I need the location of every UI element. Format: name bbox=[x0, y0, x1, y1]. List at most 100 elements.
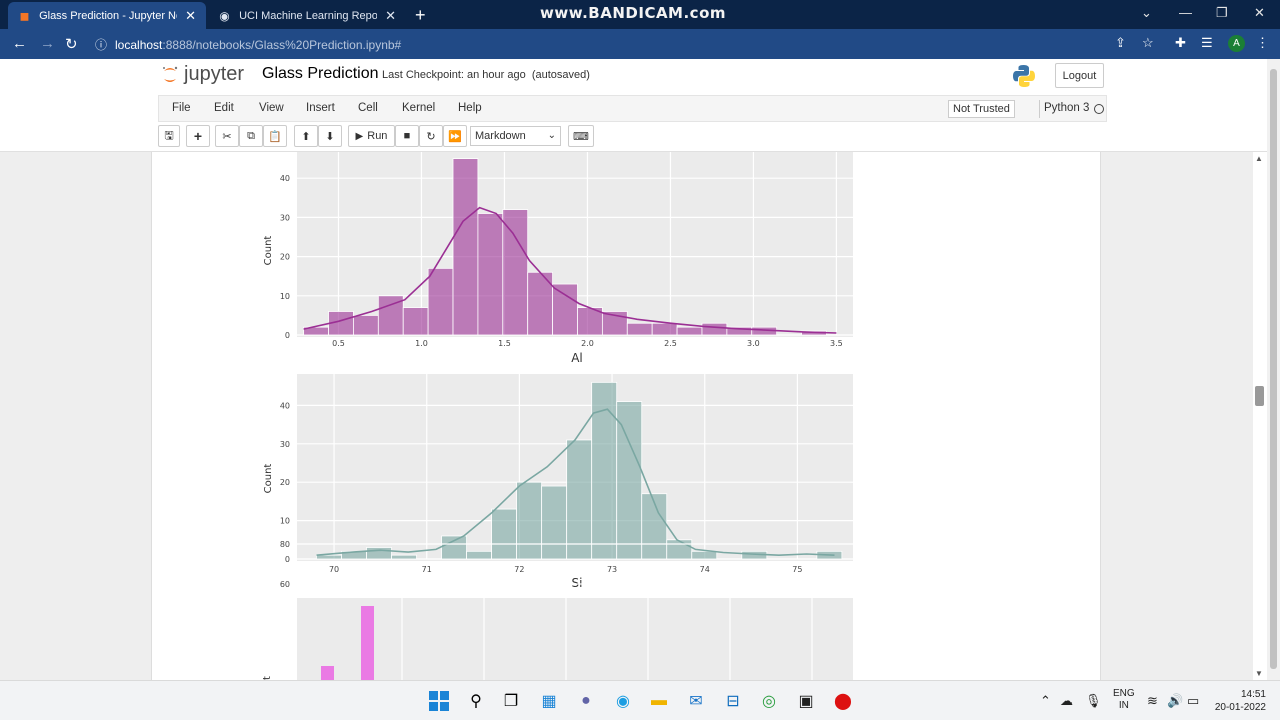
terminal-icon[interactable]: ▣ bbox=[798, 693, 814, 710]
cell-type-select[interactable]: Markdown ⌄ bbox=[470, 126, 561, 146]
autosave-text: (autosaved) bbox=[531, 69, 590, 81]
show-hidden-icons-icon[interactable]: ⌃ bbox=[1040, 693, 1051, 708]
scroll-down-icon[interactable]: ▼ bbox=[1255, 669, 1263, 678]
menu-kernel[interactable]: Kernel bbox=[402, 102, 436, 114]
scroll-up-icon[interactable]: ▲ bbox=[1255, 154, 1263, 163]
teams-chat-icon[interactable]: ● bbox=[581, 692, 591, 709]
edge-icon[interactable]: ◉ bbox=[616, 693, 630, 710]
close-tab-icon[interactable]: ✕ bbox=[385, 7, 396, 23]
notebook-container: 0.5 1.0 1.5 2.0 2.5 3.0 3.5 0 10 20 30 40 Al Count 70 7… bbox=[151, 152, 1101, 680]
file-explorer-icon[interactable]: ▬ bbox=[651, 692, 667, 709]
onedrive-cloud-icon[interactable]: ☁ bbox=[1060, 693, 1073, 708]
bookmark-star-icon[interactable]: ☆ bbox=[1142, 35, 1154, 50]
logout-button[interactable]: Logout bbox=[1055, 63, 1104, 88]
reading-list-icon[interactable]: ☰ bbox=[1201, 35, 1213, 50]
notebook-scrollbar[interactable]: ▲ ▼ bbox=[1253, 152, 1267, 680]
plot-background bbox=[297, 598, 853, 680]
restart-icon[interactable]: ↻ bbox=[419, 125, 443, 147]
widgets-icon[interactable]: ▦ bbox=[541, 693, 557, 710]
input-language[interactable]: ENG IN bbox=[1113, 688, 1135, 712]
globe-icon: ◉ bbox=[219, 8, 230, 23]
run-button[interactable]: ▶ Run bbox=[348, 125, 395, 147]
x-axis-label: Al bbox=[571, 351, 583, 365]
interrupt-icon[interactable]: ■ bbox=[395, 125, 419, 147]
system-clock[interactable]: 14:51 20-01-2022 bbox=[1212, 688, 1266, 714]
share-icon[interactable]: ⇪ bbox=[1115, 35, 1126, 50]
url-path: :8888/notebooks/Glass%20Prediction.ipynb… bbox=[162, 37, 402, 52]
back-icon[interactable]: ← bbox=[12, 35, 27, 52]
jupyter-orb-icon bbox=[163, 66, 178, 82]
tab-title: UCI Machine Learning Repository bbox=[239, 9, 378, 22]
menu-help[interactable]: Help bbox=[458, 102, 482, 114]
store-icon[interactable]: ⊟ bbox=[726, 693, 740, 710]
close-tab-icon[interactable]: ✕ bbox=[185, 7, 196, 23]
kde-curve bbox=[303, 206, 837, 334]
restore-icon[interactable]: ❐ bbox=[1216, 5, 1228, 20]
x-tick-label: 3.5 bbox=[830, 339, 843, 348]
save-icon[interactable]: 🖫 bbox=[158, 125, 180, 147]
url-field[interactable]: ⓘ localhost:8888/notebooks/Glass%20Predi… bbox=[95, 35, 1165, 54]
site-info-icon[interactable]: ⓘ bbox=[95, 38, 108, 52]
insert-cell-icon[interactable]: + bbox=[186, 125, 210, 147]
menu-file[interactable]: File bbox=[172, 102, 191, 114]
new-tab-button[interactable]: + bbox=[415, 5, 426, 25]
histogram-bar bbox=[491, 508, 518, 560]
copy-icon[interactable]: ⧉ bbox=[239, 125, 263, 147]
close-window-icon[interactable]: ✕ bbox=[1254, 5, 1265, 20]
y-tick-label: 10 bbox=[280, 292, 290, 301]
x-tick-label: 2.0 bbox=[581, 339, 594, 348]
y-tick-label: 20 bbox=[280, 253, 290, 262]
menu-insert[interactable]: Insert bbox=[306, 102, 335, 114]
volume-icon[interactable]: 🔊 bbox=[1167, 693, 1184, 708]
trust-status-button[interactable]: Not Trusted bbox=[948, 100, 1015, 118]
histogram-bar bbox=[552, 283, 578, 336]
wifi-icon[interactable]: ≋ bbox=[1147, 693, 1158, 708]
battery-icon[interactable]: ▭ bbox=[1187, 693, 1200, 708]
jupyter-tab-icon: ◼ bbox=[19, 8, 30, 23]
python-logo-icon bbox=[1013, 65, 1035, 87]
forward-icon[interactable]: → bbox=[40, 35, 55, 52]
histogram-bar bbox=[353, 314, 379, 336]
x-tick-label: 75 bbox=[792, 565, 802, 574]
page-scrollbar-thumb[interactable] bbox=[1270, 69, 1277, 669]
reload-icon[interactable]: ↻ bbox=[65, 36, 78, 53]
microphone-icon[interactable]: 🎙 bbox=[1085, 693, 1102, 708]
paste-icon[interactable]: 📋 bbox=[263, 125, 287, 147]
x-tick-label: 71 bbox=[422, 565, 432, 574]
mail-icon[interactable]: ✉ bbox=[689, 693, 703, 710]
extensions-icon[interactable]: ✚ bbox=[1175, 35, 1186, 50]
task-view-icon[interactable]: ❐ bbox=[503, 693, 519, 710]
menu-view[interactable]: View bbox=[259, 102, 284, 114]
browser-tab-uci[interactable]: ◉ UCI Machine Learning Repository ✕ bbox=[208, 2, 406, 29]
restart-run-all-icon[interactable]: ⏩ bbox=[443, 125, 467, 147]
move-up-icon[interactable]: ⬆ bbox=[294, 125, 318, 147]
move-down-icon[interactable]: ⬇ bbox=[318, 125, 342, 147]
profile-avatar[interactable]: A bbox=[1228, 35, 1245, 52]
minimize-icon[interactable]: — bbox=[1179, 5, 1192, 20]
search-icon[interactable]: ⚲ bbox=[470, 693, 482, 710]
tab-search-icon[interactable]: ⌄ bbox=[1141, 5, 1152, 20]
histogram-bar bbox=[516, 481, 543, 560]
y-axis-label-partial: t bbox=[262, 676, 273, 680]
scrollbar-thumb[interactable] bbox=[1255, 386, 1264, 406]
notebook-title[interactable]: Glass Prediction bbox=[262, 65, 379, 82]
jupyter-logo[interactable]: jupyter bbox=[162, 63, 244, 86]
menu-bar: File Edit View Insert Cell Kernel Help N… bbox=[158, 95, 1107, 122]
keyboard-shortcuts-icon[interactable]: ⌨ bbox=[568, 125, 594, 147]
menu-cell[interactable]: Cell bbox=[358, 102, 378, 114]
jupyter-wordmark: jupyter bbox=[184, 63, 245, 85]
bandicam-record-icon[interactable]: ⬤ bbox=[834, 693, 852, 710]
menu-edit[interactable]: Edit bbox=[214, 102, 234, 114]
y-tick-label: 40 bbox=[280, 401, 290, 410]
histogram-bar bbox=[591, 381, 618, 560]
cut-icon[interactable]: ✂ bbox=[215, 125, 239, 147]
browser-tab-jupyter[interactable]: ◼ Glass Prediction - Jupyter Notebo ✕ bbox=[8, 2, 206, 29]
start-icon[interactable] bbox=[428, 690, 450, 712]
menu-kebab-icon[interactable]: ⋮ bbox=[1256, 35, 1269, 50]
y-tick-label: 0 bbox=[285, 555, 290, 564]
page-scrollbar[interactable] bbox=[1267, 59, 1280, 680]
chrome-icon[interactable]: ◎ bbox=[762, 693, 776, 710]
y-tick-label: 0 bbox=[285, 331, 290, 340]
histogram-bar bbox=[566, 439, 593, 560]
y-tick-label: 30 bbox=[280, 213, 290, 222]
